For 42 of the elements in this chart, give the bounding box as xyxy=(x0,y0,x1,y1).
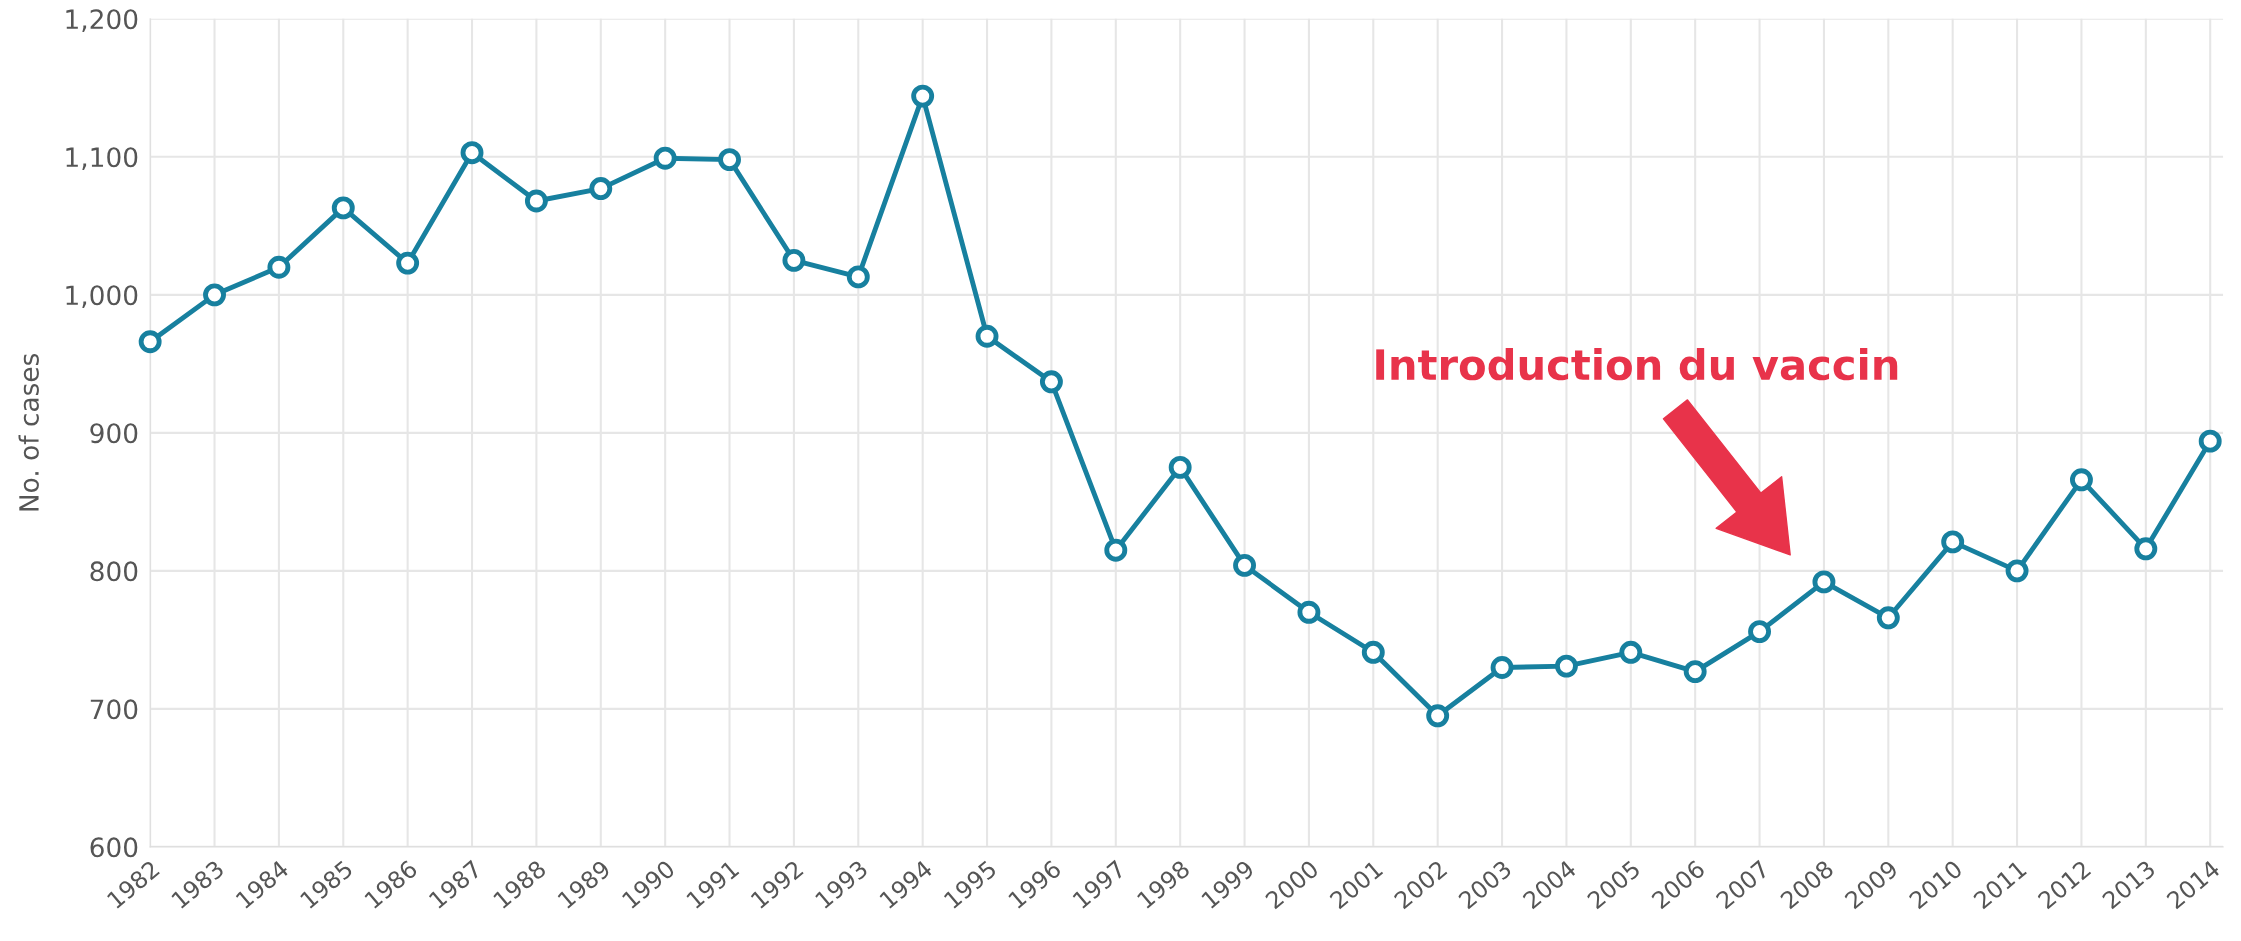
point xyxy=(911,84,935,108)
point xyxy=(1039,370,1063,394)
y-tick-label: 1,000 xyxy=(66,285,138,308)
point xyxy=(267,255,291,279)
point xyxy=(1297,600,1321,624)
y-tick-label: 1,100 xyxy=(66,147,138,170)
point xyxy=(1233,553,1257,577)
point xyxy=(782,248,806,272)
point xyxy=(1812,570,1836,594)
point xyxy=(1361,640,1385,664)
point xyxy=(1683,660,1707,684)
point xyxy=(2069,468,2093,492)
y-tick-label: 600 xyxy=(90,837,138,858)
y-tick-label: 700 xyxy=(90,699,138,720)
annotation: Introduction du vaccin xyxy=(1376,348,1898,381)
point xyxy=(1168,455,1192,479)
point xyxy=(718,148,741,172)
point xyxy=(396,251,420,275)
y-axis-title: No. of cases xyxy=(18,353,39,511)
point xyxy=(1941,530,1965,554)
point xyxy=(1426,704,1450,728)
point xyxy=(138,330,162,354)
point xyxy=(331,196,355,220)
point xyxy=(2198,429,2222,453)
point xyxy=(2134,537,2158,561)
point xyxy=(1876,606,1900,630)
point xyxy=(460,141,484,165)
point xyxy=(1104,538,1128,562)
point xyxy=(2005,559,2029,583)
point xyxy=(524,189,548,213)
point xyxy=(975,324,999,348)
point xyxy=(846,265,870,289)
point xyxy=(589,177,613,201)
y-tick-label: 900 xyxy=(90,423,138,444)
point xyxy=(1490,656,1514,679)
point xyxy=(203,283,226,307)
y-tick-label: 800 xyxy=(90,561,138,582)
y-tick-label: 1,200 xyxy=(66,9,138,32)
point xyxy=(1554,654,1578,678)
point xyxy=(1748,620,1772,644)
point xyxy=(1619,640,1643,664)
point xyxy=(653,146,677,170)
